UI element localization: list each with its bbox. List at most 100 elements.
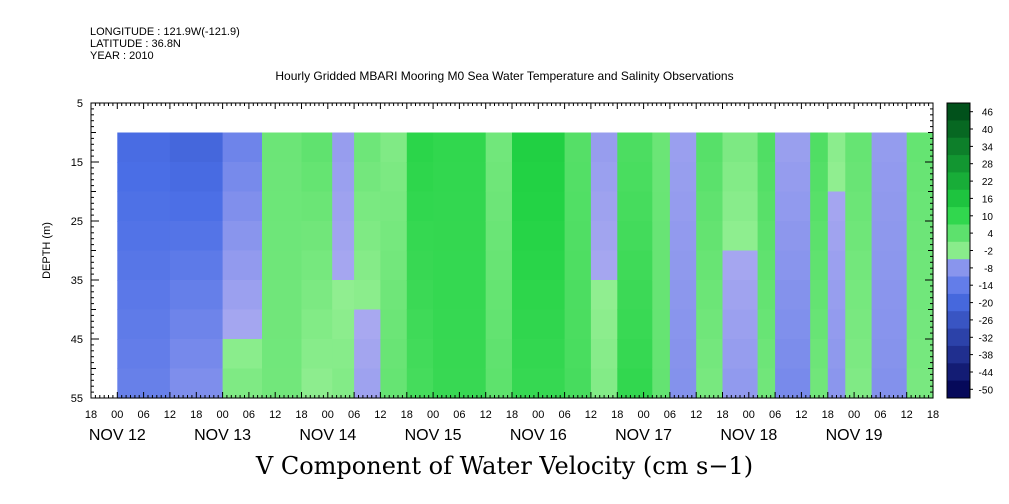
heatmap-cell [696, 280, 724, 311]
colorbar-swatch [947, 259, 970, 278]
heatmap-cell [652, 339, 671, 370]
heatmap-cell [117, 280, 171, 311]
heatmap-cell [564, 162, 592, 193]
heatmap-cell [871, 162, 908, 193]
colorbar-label: -26 [979, 316, 994, 327]
heatmap-cell [262, 132, 303, 163]
heatmap-cell [845, 339, 873, 370]
heatmap-cell [406, 250, 434, 281]
heatmap-cell [669, 132, 697, 163]
heatmap-cell [775, 221, 811, 252]
x-tick-label: 06 [453, 409, 465, 421]
heatmap-cell [827, 250, 846, 281]
heatmap-cell [406, 368, 434, 399]
heatmap-cell [354, 132, 381, 163]
heatmap-cell [262, 339, 303, 370]
heatmap-cell [564, 191, 592, 222]
heatmap-cell [332, 368, 355, 399]
heatmap-cell [485, 339, 513, 370]
heatmap-cell [485, 280, 513, 311]
heatmap-cell [485, 250, 513, 281]
x-tick-label: 00 [111, 409, 123, 421]
heatmap-cell [906, 280, 934, 311]
heatmap-cell [262, 250, 303, 281]
x-tick-label: 06 [664, 409, 676, 421]
heatmap-cell [827, 132, 846, 163]
x-day-label: NOV 12 [89, 427, 146, 444]
heatmap-cell [380, 162, 408, 193]
heatmap-cell [696, 339, 724, 370]
y-tick-label: 35 [71, 275, 83, 287]
x-tick-label: 18 [190, 409, 202, 421]
x-tick-label: 12 [164, 409, 176, 421]
heatmap-cell [722, 368, 759, 399]
heatmap-cell [222, 368, 263, 399]
heatmap-cell [301, 280, 333, 311]
colorbar-swatch [947, 276, 970, 295]
heatmap-cell [222, 339, 263, 370]
heatmap-cell [512, 339, 566, 370]
heatmap-cell [564, 221, 592, 252]
heatmap-cell [775, 162, 811, 193]
heatmap-cell [222, 191, 263, 222]
heatmap-cell [117, 162, 171, 193]
heatmap-cell [722, 250, 759, 281]
heatmap-cell [906, 221, 934, 252]
heatmap-cell [512, 191, 566, 222]
heatmap-cell [406, 339, 434, 370]
heatmap-cell [827, 368, 846, 399]
heatmap-cell [485, 368, 513, 399]
x-day-label: NOV 18 [720, 427, 777, 444]
heatmap-cell [590, 132, 618, 163]
heatmap-cell [380, 132, 408, 163]
heatmap-cell [652, 132, 671, 163]
heatmap-cell [845, 250, 873, 281]
colorbar-swatch [947, 311, 970, 330]
x-tick-label: 12 [690, 409, 702, 421]
heatmap-cell [617, 339, 653, 370]
x-tick-label: 12 [269, 409, 281, 421]
colorbar-label: -14 [979, 281, 994, 292]
heatmap-cell [810, 280, 829, 311]
heatmap-cell [757, 368, 776, 399]
heatmap-cell [117, 309, 171, 340]
colorbar-label: -44 [979, 368, 994, 379]
heatmap-cell [169, 250, 224, 281]
heatmap-cell [406, 162, 434, 193]
heatmap-cell [301, 132, 333, 163]
x-tick-label: 18 [506, 409, 518, 421]
heatmap-cell [845, 309, 873, 340]
heatmap-cell [722, 309, 759, 340]
heatmap-cell [871, 309, 908, 340]
heatmap-cell [845, 368, 873, 399]
heatmap-cell [262, 309, 303, 340]
heatmap-cell [433, 250, 487, 281]
colorbar-swatch [947, 293, 970, 312]
heatmap-cell [512, 221, 566, 252]
heatmap-cell [906, 162, 934, 193]
x-tick-label: 06 [769, 409, 781, 421]
heatmap-cell [485, 221, 513, 252]
heatmap-cell [380, 309, 408, 340]
heatmap-cell [354, 250, 381, 281]
colorbar-swatch [947, 103, 970, 121]
colorbar-label: 28 [982, 160, 994, 171]
colorbar-swatch [947, 363, 970, 382]
heatmap-cell [757, 309, 776, 340]
heatmap-cell [906, 309, 934, 340]
heatmap-cell [590, 280, 618, 311]
heatmap-cell [433, 132, 487, 163]
x-tick-label: 00 [637, 409, 649, 421]
heatmap-cell [617, 368, 653, 399]
heatmap-cell [512, 280, 566, 311]
colorbar-swatch [947, 224, 970, 243]
colorbar-swatch [947, 328, 970, 347]
heatmap-cell [564, 309, 592, 340]
heatmap-cell [696, 250, 724, 281]
heatmap-cell [757, 132, 776, 163]
heatmap-cell [696, 162, 724, 193]
heatmap-cell [652, 280, 671, 311]
x-tick-label: 18 [611, 409, 623, 421]
colorbar-label: 46 [982, 108, 994, 119]
heatmap-cell [301, 250, 333, 281]
